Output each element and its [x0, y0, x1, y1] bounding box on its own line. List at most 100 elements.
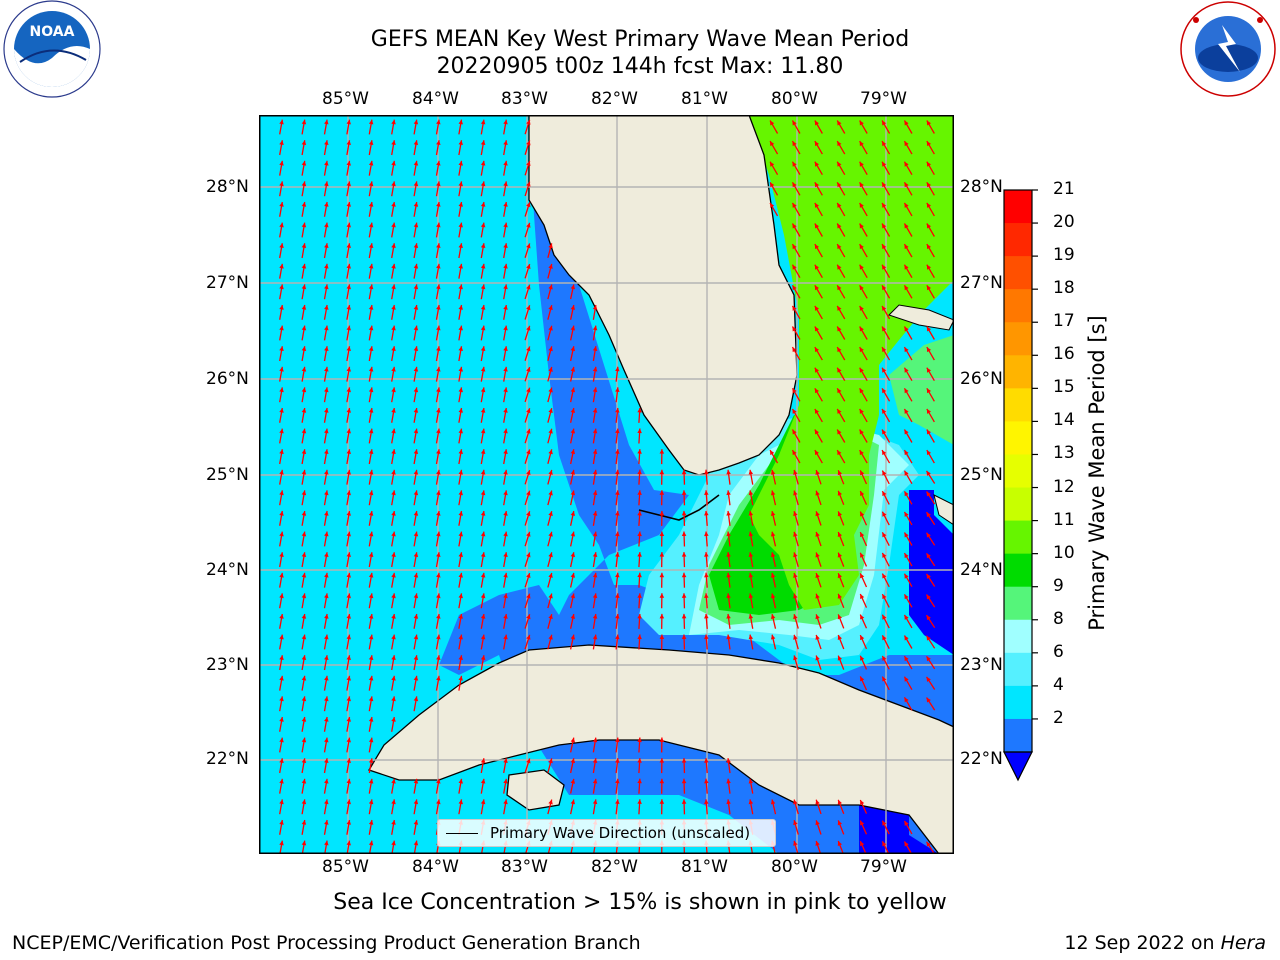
wave-direction-arrowhead: [681, 634, 687, 640]
wave-direction-arrowhead: [458, 572, 463, 578]
colorbar-segment: [1004, 718, 1032, 753]
wave-direction-arrowhead: [503, 181, 508, 187]
wave-direction-arrowhead: [793, 614, 798, 620]
wave-direction-arrowhead: [301, 593, 307, 599]
wave-direction-arrowhead: [704, 613, 709, 619]
wave-direction-arrowhead: [926, 512, 931, 518]
wave-direction-arrowhead: [882, 532, 887, 538]
wave-direction-arrowhead: [526, 470, 531, 475]
wave-direction-arrowhead: [324, 408, 329, 413]
wave-direction-arrowhead: [770, 572, 776, 578]
land-cuba: [368, 644, 954, 854]
wave-direction-arrowhead: [681, 490, 687, 495]
wave-direction-arrowhead: [301, 181, 307, 187]
keys-outline: [638, 494, 720, 521]
wave-direction-arrowhead: [882, 285, 887, 291]
wave-direction-arrowhead: [726, 778, 731, 784]
wave-direction-arrowhead: [860, 676, 865, 682]
wave-direction-arrowhead: [837, 264, 842, 270]
wave-direction-arrowhead: [904, 141, 909, 147]
wave-direction-arrowhead: [503, 346, 508, 351]
wave-direction-arrowhead: [837, 593, 842, 599]
wave-direction-arrowhead: [436, 222, 441, 228]
wave-direction-arrowhead: [926, 285, 932, 291]
wave-direction-arrowhead: [324, 140, 329, 145]
wave-direction-arrowhead: [324, 490, 329, 496]
wave-direction-arrowhead: [637, 799, 642, 804]
wave-direction-arrowhead: [859, 141, 864, 147]
wave-direction-arrowhead: [391, 325, 396, 331]
wave-direction-arrowhead: [458, 119, 463, 125]
wave-direction-arrowhead: [458, 490, 463, 496]
wave-direction-arrowhead: [436, 284, 441, 290]
wave-direction-arrowhead: [526, 408, 531, 414]
wave-direction-arrowhead: [681, 799, 687, 804]
wave-direction-arrowhead: [904, 820, 909, 826]
wave-direction-arrowhead: [526, 264, 531, 269]
wave-direction-arrowhead: [368, 696, 374, 702]
wave-direction-arrowhead: [926, 244, 932, 250]
wave-direction-arrowhead: [592, 346, 598, 351]
wave-direction-arrowhead: [859, 285, 864, 291]
wave-direction-arrowhead: [480, 572, 486, 578]
wave-direction-arrowhead: [904, 614, 909, 620]
wave-direction-arrowhead: [279, 531, 284, 537]
wave-direction-arrowhead: [301, 119, 307, 125]
wave-direction-arrowhead: [413, 511, 419, 516]
wave-direction-arrowhead: [548, 366, 553, 372]
wave-direction-arrowhead: [503, 119, 508, 125]
wave-direction-arrowhead: [592, 366, 598, 372]
wave-direction-arrowhead: [548, 263, 553, 269]
wave-direction-arrowhead: [368, 366, 374, 372]
wave-direction-arrowhead: [368, 325, 374, 331]
wave-direction-arrowhead: [324, 614, 329, 619]
wave-direction-arrowhead: [882, 264, 887, 270]
wave-direction-arrowhead: [837, 450, 842, 456]
lat-label-right: 28°N: [960, 177, 1003, 197]
wave-direction-arrowhead: [279, 593, 284, 599]
wave-direction-arrowhead: [882, 491, 887, 497]
wave-direction-arrowhead: [904, 676, 909, 682]
wave-direction-arrowhead: [860, 655, 865, 661]
wave-direction-arrowhead: [548, 531, 553, 537]
wave-direction-arrowhead: [413, 449, 419, 454]
wave-direction-arrowhead: [859, 450, 864, 456]
wave-direction-arrowhead: [458, 140, 463, 145]
wave-direction-arrowhead: [926, 532, 931, 538]
wave-direction-arrowhead: [681, 593, 687, 598]
wave-direction-arrowhead: [436, 552, 441, 557]
lon-label-top: 81°W: [681, 89, 728, 109]
wave-direction-arrowhead: [503, 449, 508, 454]
wave-direction-arrowhead: [526, 181, 531, 187]
wave-direction-arrowhead: [814, 182, 820, 188]
wave-direction-arrowhead: [413, 222, 419, 228]
wave-direction-arrowhead: [301, 140, 307, 145]
wave-direction-arrowhead: [503, 614, 508, 619]
wave-direction-arrowhead: [391, 284, 396, 290]
wave-direction-arrowhead: [860, 820, 865, 826]
wave-direction-arrowhead: [792, 244, 797, 250]
lat-label-left: 23°N: [206, 655, 249, 675]
wave-direction-arrowhead: [592, 428, 598, 434]
wave-direction-arrowhead: [436, 490, 441, 496]
wave-direction-arrowhead: [814, 347, 820, 353]
wave-direction-arrowhead: [301, 490, 307, 496]
lat-label-left: 25°N: [206, 465, 249, 485]
wave-direction-arrowhead: [480, 119, 486, 125]
wave-direction-arrowhead: [458, 366, 463, 372]
wave-direction-arrowhead: [770, 614, 776, 619]
wave-direction-arrowhead: [324, 243, 329, 248]
nws-logo: [1180, 1, 1276, 97]
wave-direction-arrowhead: [301, 346, 307, 351]
wave-direction-arrowhead: [904, 573, 909, 579]
colorbar-tick-label: 21: [1053, 179, 1075, 199]
wave-direction-arrowhead: [436, 160, 441, 166]
wave-direction-arrowhead: [882, 305, 887, 311]
wave-direction-arrowhead: [592, 634, 598, 640]
wave-direction-arrowhead: [815, 552, 820, 558]
wave-direction-arrowhead: [659, 799, 665, 804]
wave-direction-arrowhead: [926, 367, 932, 373]
wave-direction-arrowhead: [279, 428, 284, 434]
wave-direction-arrowhead: [792, 347, 797, 353]
wave-direction-arrowhead: [793, 511, 798, 517]
